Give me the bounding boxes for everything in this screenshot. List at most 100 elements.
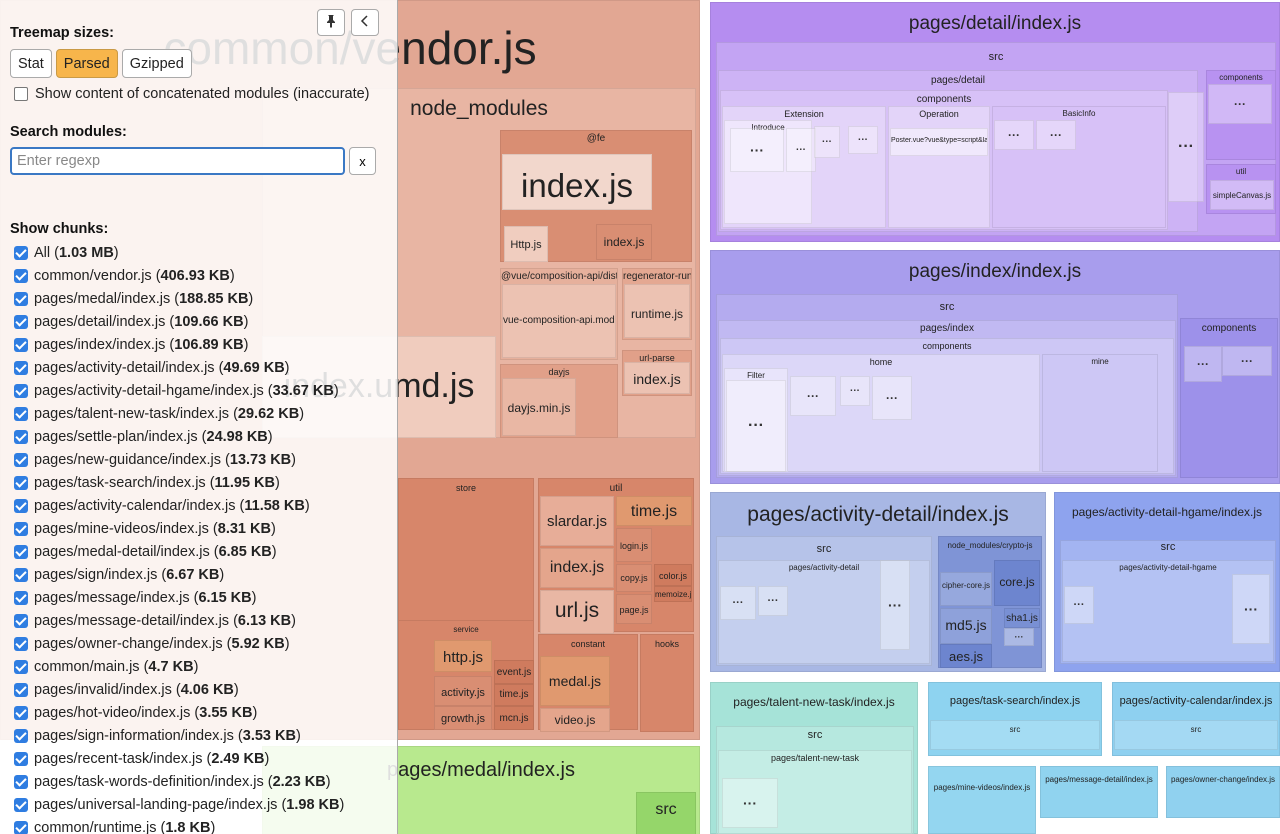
chunk-checkbox[interactable] (14, 820, 28, 834)
treemap-tile[interactable]: simpleCanvas.js (1210, 180, 1274, 210)
chunk-item[interactable]: pages/activity-detail-hgame/index.js (33… (10, 379, 387, 402)
treemap-tile[interactable]: components (1180, 318, 1278, 478)
treemap-tile[interactable]: event.js (494, 660, 534, 684)
treemap-tile[interactable]: pages/activity-detail (718, 560, 930, 664)
treemap-tile[interactable]: index.js (540, 548, 614, 588)
chunk-item[interactable]: common/main.js (4.7 KB) (10, 655, 387, 678)
treemap-tile[interactable]: src (636, 792, 696, 834)
treemap-tile[interactable]: color.js (654, 564, 692, 586)
treemap-module-cell[interactable]: ··· (1004, 628, 1034, 646)
chunk-checkbox[interactable] (14, 682, 28, 697)
treemap-tile[interactable]: sha1.js (1004, 608, 1040, 628)
chunk-item[interactable]: pages/activity-calendar/index.js (11.58 … (10, 494, 387, 517)
treemap-tile[interactable]: memoize.js (654, 586, 692, 602)
chunk-item[interactable]: pages/detail/index.js (109.66 KB) (10, 310, 387, 333)
chunk-item[interactable]: pages/sign/index.js (6.67 KB) (10, 563, 387, 586)
pin-button[interactable] (317, 9, 345, 36)
chunk-checkbox[interactable] (14, 521, 28, 536)
treemap-tile[interactable]: time.js (616, 496, 692, 526)
treemap-tile[interactable]: growth.js (434, 706, 492, 730)
chunk-item[interactable]: pages/index/index.js (106.89 KB) (10, 333, 387, 356)
treemap-tile[interactable]: mine (1042, 354, 1158, 472)
chunk-item[interactable]: common/runtime.js (1.8 KB) (10, 816, 387, 834)
chunk-checkbox[interactable] (14, 774, 28, 789)
chunk-checkbox[interactable] (14, 567, 28, 582)
treemap-tile[interactable]: pages/owner-change/index.js (1166, 766, 1280, 818)
chunk-item[interactable]: pages/settle-plan/index.js (24.98 KB) (10, 425, 387, 448)
treemap-module-cell[interactable]: ··· (880, 560, 910, 650)
chunk-checkbox[interactable] (14, 590, 28, 605)
treemap-module-cell[interactable]: ··· (722, 778, 778, 828)
chunk-item[interactable]: common/vendor.js (406.93 KB) (10, 264, 387, 287)
treemap-tile[interactable]: time.js (494, 684, 534, 706)
treemap-tile[interactable]: Poster.vue?vue&type=script&lang=js& (890, 128, 988, 156)
chunk-item[interactable]: pages/activity-detail/index.js (49.69 KB… (10, 356, 387, 379)
treemap-tile[interactable]: Operation (888, 106, 990, 228)
treemap-tile[interactable]: BasicInfo (992, 106, 1166, 228)
treemap-tile[interactable]: runtime.js (624, 284, 690, 338)
treemap-module-cell[interactable]: ··· (1184, 346, 1222, 382)
chunk-item[interactable]: pages/invalid/index.js (4.06 KB) (10, 678, 387, 701)
collapse-sidebar-button[interactable] (351, 9, 379, 36)
treemap-module-cell[interactable]: ··· (790, 376, 836, 416)
chunk-checkbox[interactable] (14, 613, 28, 628)
treemap-tile[interactable]: src (930, 720, 1100, 750)
treemap-module-cell[interactable]: ··· (1064, 586, 1094, 624)
treemap-tile[interactable]: md5.js (940, 608, 992, 644)
treemap-module-cell[interactable]: ··· (1232, 574, 1270, 644)
treemap-tile[interactable]: pages/message-detail/index.js (1040, 766, 1158, 818)
treemap-tile[interactable]: Introduce (724, 120, 812, 224)
chunk-item[interactable]: pages/sign-information/index.js (3.53 KB… (10, 724, 387, 747)
chunk-checkbox[interactable] (14, 728, 28, 743)
chunk-checkbox[interactable] (14, 245, 28, 260)
treemap-tile[interactable]: Http.js (504, 226, 548, 262)
chunk-checkbox[interactable] (14, 705, 28, 720)
treemap-module-cell[interactable]: ··· (840, 376, 870, 406)
treemap-tile[interactable]: core.js (994, 560, 1040, 606)
chunk-item[interactable]: pages/hot-video/index.js (3.55 KB) (10, 701, 387, 724)
treemap-tile[interactable]: medal.js (540, 656, 610, 706)
treemap-module-cell[interactable]: ··· (730, 128, 784, 172)
treemap-tile[interactable]: src (1114, 720, 1278, 750)
chunk-checkbox[interactable] (14, 636, 28, 651)
treemap-tile[interactable]: index.js (596, 224, 652, 260)
treemap-tile[interactable]: copy.js (616, 564, 652, 592)
treemap-module-cell[interactable]: ··· (1036, 120, 1076, 150)
treemap-tile[interactable]: mcn.js (494, 706, 534, 730)
chunk-item[interactable]: pages/medal-detail/index.js (6.85 KB) (10, 540, 387, 563)
chunk-checkbox[interactable] (14, 314, 28, 329)
treemap-tile[interactable]: page.js (616, 594, 652, 624)
treemap-tile[interactable]: http.js (434, 640, 492, 672)
treemap-tile[interactable]: url.js (540, 590, 614, 634)
chunk-checkbox[interactable] (14, 498, 28, 513)
treemap-tile[interactable]: pages/activity-detail-hgame (1062, 560, 1274, 662)
treemap-tile[interactable]: components (1206, 70, 1276, 160)
treemap-module-cell[interactable]: ··· (1222, 346, 1272, 376)
chunk-item[interactable]: pages/owner-change/index.js (5.92 KB) (10, 632, 387, 655)
treemap-module-cell[interactable]: ··· (758, 586, 788, 616)
treemap-module-cell[interactable]: ··· (720, 586, 756, 620)
chunk-checkbox[interactable] (14, 544, 28, 559)
chunk-checkbox[interactable] (14, 475, 28, 490)
size-gzipped-button[interactable]: Gzipped (121, 49, 192, 78)
treemap-tile[interactable]: activity.js (434, 676, 492, 706)
chunk-checkbox[interactable] (14, 360, 28, 375)
concatenated-modules-option[interactable]: Show content of concatenated modules (in… (10, 86, 387, 102)
chunk-checkbox[interactable] (14, 659, 28, 674)
search-clear-button[interactable]: x (349, 147, 376, 175)
chunk-checkbox[interactable] (14, 268, 28, 283)
chunk-item[interactable]: pages/message-detail/index.js (6.13 KB) (10, 609, 387, 632)
treemap-tile[interactable]: cipher-core.js (940, 572, 992, 606)
treemap-tile[interactable]: hooks (640, 634, 694, 732)
chunk-checkbox[interactable] (14, 291, 28, 306)
chunk-item[interactable]: pages/talent-new-task/index.js (29.62 KB… (10, 402, 387, 425)
chunk-item[interactable]: pages/recent-task/index.js (2.49 KB) (10, 747, 387, 770)
treemap-tile[interactable]: index.js (502, 154, 652, 210)
treemap-tile[interactable]: Filter (724, 368, 788, 472)
chunk-item[interactable]: pages/task-words-definition/index.js (2.… (10, 770, 387, 793)
chunk-item[interactable]: pages/medal/index.js (188.85 KB) (10, 287, 387, 310)
chunk-checkbox[interactable] (14, 797, 28, 812)
chunk-item[interactable]: pages/message/index.js (6.15 KB) (10, 586, 387, 609)
chunk-item[interactable]: pages/universal-landing-page/index.js (1… (10, 793, 387, 816)
treemap-tile[interactable]: video.js (540, 708, 610, 732)
